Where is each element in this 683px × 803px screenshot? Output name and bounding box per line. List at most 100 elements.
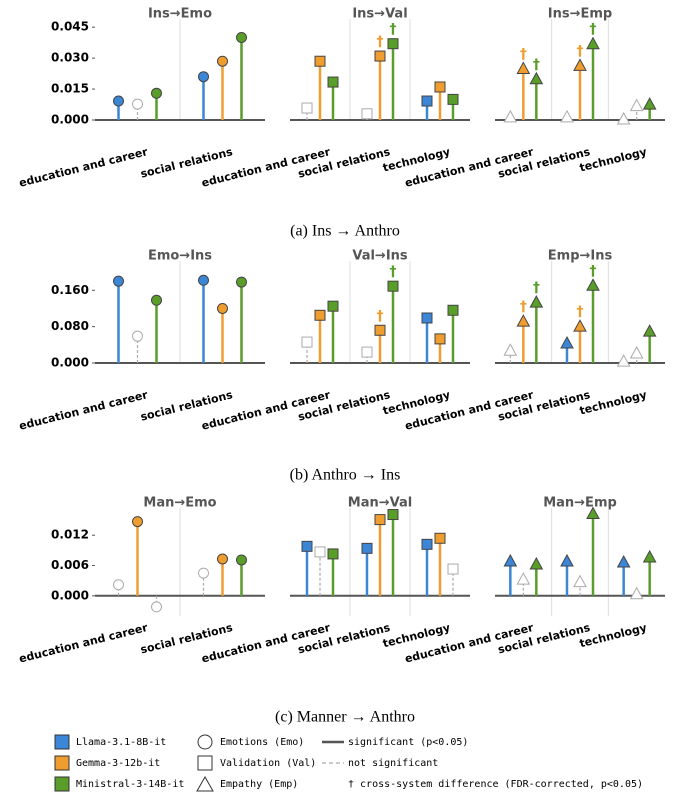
dagger: † — [520, 46, 527, 62]
legend-label: Ministral-3-14B-it — [76, 779, 184, 790]
y-tick-label: 0.160 — [51, 283, 89, 297]
y-tick-label: 0.000 — [51, 356, 89, 370]
marker — [586, 506, 600, 520]
marker — [374, 324, 386, 336]
legend-label: Validation (Val) — [220, 758, 316, 769]
marker — [387, 38, 399, 50]
marker — [198, 567, 209, 579]
legend-swatch — [54, 734, 70, 750]
marker — [236, 554, 247, 566]
marker — [151, 601, 162, 613]
marker — [529, 556, 544, 570]
marker — [327, 548, 339, 560]
dagger: † — [577, 43, 584, 59]
legend-label: Llama-3.1-8B-it — [76, 737, 166, 748]
marker — [198, 274, 209, 286]
marker — [560, 109, 574, 123]
panel-title: Man→Emp — [543, 496, 617, 511]
dagger: † — [533, 57, 540, 73]
marker — [516, 61, 531, 74]
marker — [151, 87, 162, 99]
marker — [217, 55, 228, 67]
panel-title: Man→Val — [348, 496, 412, 511]
dagger: † — [590, 263, 597, 279]
marker — [314, 309, 326, 321]
marker — [560, 553, 574, 567]
caption: (a) Ins → Anthro — [290, 223, 400, 240]
marker — [132, 516, 143, 528]
marker — [421, 312, 433, 324]
marker — [217, 553, 228, 565]
marker — [642, 97, 657, 110]
caption: (b) Anthro → Ins — [290, 467, 401, 484]
marker — [642, 324, 657, 337]
marker — [301, 540, 313, 552]
marker — [387, 280, 399, 292]
dagger: † — [377, 34, 384, 50]
marker — [434, 532, 446, 544]
marker — [113, 579, 124, 591]
y-tick-label: 0.015 — [51, 82, 89, 96]
marker — [387, 509, 399, 521]
marker — [629, 345, 644, 359]
legend-label: Gemma-3-12b-it — [76, 758, 160, 769]
legend-shape — [196, 775, 214, 792]
legend: Llama-3.1-8B-it Gemma-3-12b-it Ministral… — [54, 734, 643, 792]
y-tick-label: 0.012 — [51, 528, 89, 542]
y-tick-label: 0.000 — [51, 588, 89, 602]
marker — [327, 76, 339, 88]
marker — [374, 514, 386, 526]
panel-title: Ins→Emo — [148, 7, 212, 22]
y-tick-label: 0.080 — [51, 319, 89, 333]
marker — [529, 71, 544, 85]
category-label: education and career — [18, 621, 150, 666]
dagger: † — [390, 22, 397, 38]
legend-swatch — [54, 755, 70, 771]
marker — [113, 95, 124, 107]
marker — [616, 554, 631, 568]
legend-shape — [197, 755, 213, 771]
marker — [236, 32, 247, 43]
marker — [503, 553, 518, 567]
marker — [374, 50, 386, 62]
marker — [573, 574, 587, 588]
panel-title: Man→Emo — [143, 496, 216, 511]
marker — [301, 102, 313, 114]
marker — [616, 354, 631, 367]
legend-label: significant (p<0.05) — [348, 737, 468, 748]
marker — [301, 336, 313, 348]
legend-label: Emotions (Emo) — [220, 737, 304, 748]
marker — [151, 294, 162, 306]
panel-title: Emo→Ins — [148, 249, 212, 264]
marker — [503, 343, 518, 356]
marker — [434, 81, 446, 93]
marker — [361, 108, 373, 120]
marker — [314, 55, 326, 67]
marker — [327, 300, 339, 312]
marker — [236, 276, 247, 288]
marker — [421, 538, 433, 550]
marker — [629, 586, 644, 600]
dagger: † — [520, 299, 527, 315]
dagger: † — [377, 308, 384, 324]
y-tick-label: 0.045 — [51, 20, 89, 34]
marker — [314, 546, 326, 558]
legend-label: not significant — [348, 758, 438, 769]
marker — [361, 346, 373, 358]
y-tick-label: 0.030 — [51, 51, 89, 65]
legend-label: Empathy (Emp) — [220, 779, 298, 790]
marker — [516, 572, 531, 585]
marker — [132, 330, 143, 342]
marker — [616, 111, 631, 125]
marker — [586, 278, 600, 291]
dagger: † — [533, 280, 540, 296]
marker — [132, 98, 143, 110]
category-label: education and career — [18, 388, 150, 433]
panel-title: Val→Ins — [352, 249, 408, 264]
marker — [421, 95, 433, 107]
marker — [642, 549, 657, 563]
caption: (c) Manner → Anthro — [275, 709, 415, 726]
marker — [629, 98, 644, 112]
marker — [447, 563, 459, 575]
